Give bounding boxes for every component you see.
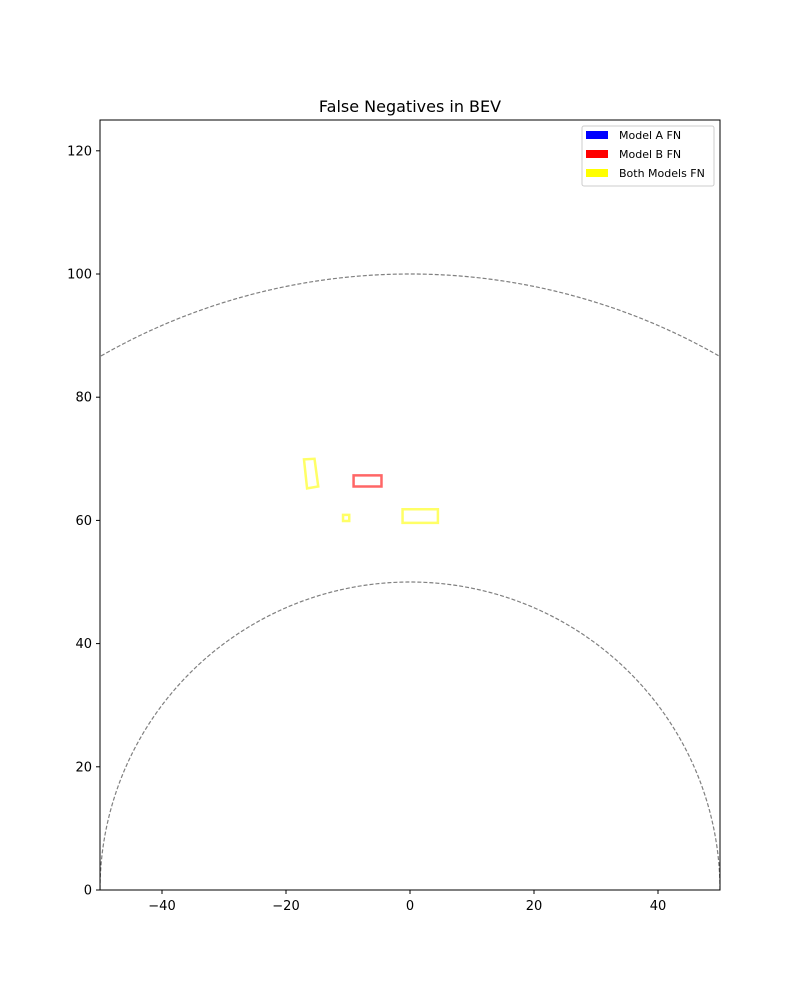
fn-box bbox=[302, 457, 320, 490]
legend-box bbox=[581, 125, 715, 187]
x-tick-label: 0 bbox=[406, 899, 414, 914]
legend-swatch bbox=[586, 131, 608, 139]
x-tick-label: −40 bbox=[148, 899, 175, 914]
y-tick-label: 40 bbox=[75, 637, 92, 652]
y-tick-label: 60 bbox=[75, 514, 92, 529]
legend-label: Both Models FN bbox=[619, 167, 705, 180]
fn-box bbox=[341, 513, 351, 523]
y-tick-label: 20 bbox=[75, 760, 92, 775]
chart-title: False Negatives in BEV bbox=[319, 97, 501, 116]
range-circle-50 bbox=[100, 581, 720, 890]
plot-frame bbox=[99, 119, 721, 891]
legend: Model A FN Model B FN Both Models FN bbox=[581, 125, 715, 187]
legend-swatch bbox=[586, 150, 608, 158]
fn-boxes bbox=[302, 457, 440, 525]
y-tick-label: 120 bbox=[67, 144, 92, 159]
legend-label: Model A FN bbox=[619, 129, 681, 142]
legend-label: Model B FN bbox=[619, 148, 681, 161]
range-circles bbox=[100, 273, 720, 890]
x-tick-label: 20 bbox=[526, 899, 543, 914]
y-tick-label: 100 bbox=[67, 268, 92, 283]
x-axis: −40 −20 0 20 40 bbox=[148, 890, 666, 914]
legend-swatch bbox=[586, 169, 608, 177]
y-tick-label: 0 bbox=[84, 884, 92, 899]
y-tick-label: 80 bbox=[75, 391, 92, 406]
fn-box bbox=[352, 474, 383, 488]
y-axis: 0 20 40 60 80 100 120 bbox=[67, 144, 100, 899]
x-tick-label: 40 bbox=[650, 899, 667, 914]
x-tick-label: −20 bbox=[272, 899, 299, 914]
fn-box bbox=[401, 508, 440, 525]
